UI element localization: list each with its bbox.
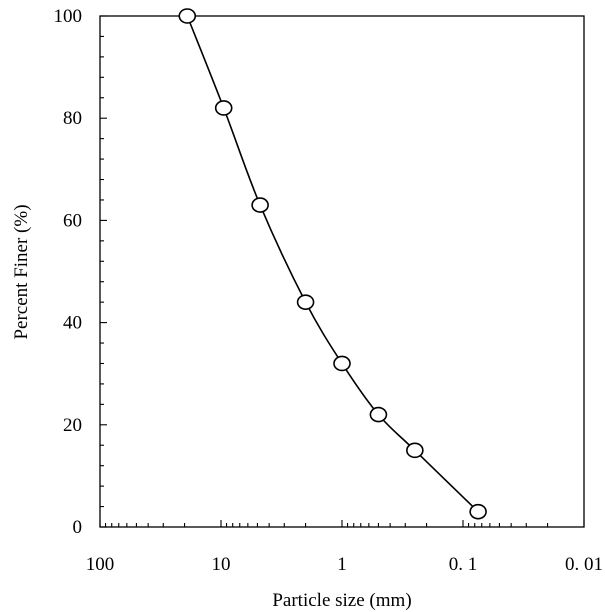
- gradation-curve: [186, 15, 479, 513]
- data-point-marker: [406, 442, 424, 459]
- data-point-marker: [333, 355, 351, 372]
- data-points: [178, 8, 487, 520]
- x-axis-tick-labels: 100 10 1 0. 1 0. 01: [86, 554, 603, 575]
- data-point-marker: [369, 406, 388, 423]
- plot-frame: [99, 15, 585, 528]
- x-axis-title: Particle size (mm): [272, 590, 411, 611]
- y-tick-label: 80: [63, 108, 82, 129]
- x-tick-label: 0. 01: [565, 554, 603, 575]
- y-tick-label: 60: [63, 210, 82, 231]
- y-tick-label: 20: [63, 415, 82, 436]
- x-tick-label: 100: [86, 554, 115, 575]
- data-point-marker: [251, 197, 269, 213]
- data-point-marker: [214, 100, 233, 116]
- x-tick-label: 0. 1: [449, 554, 478, 575]
- y-tick-label: 40: [63, 313, 82, 334]
- x-tick-label: 10: [212, 554, 231, 575]
- data-point-marker: [178, 8, 197, 24]
- y-axis-ticks: [100, 15, 107, 528]
- y-tick-label: 0: [73, 517, 83, 538]
- x-tick-label: 1: [337, 554, 347, 575]
- y-axis-tick-labels: 0 20 40 60 80 100: [54, 6, 83, 538]
- data-point-marker: [296, 294, 315, 310]
- y-axis-title: Percent Finer (%): [11, 204, 32, 339]
- x-axis-ticks: [99, 520, 585, 527]
- data-point-marker: [469, 503, 487, 520]
- y-tick-label: 100: [54, 6, 83, 27]
